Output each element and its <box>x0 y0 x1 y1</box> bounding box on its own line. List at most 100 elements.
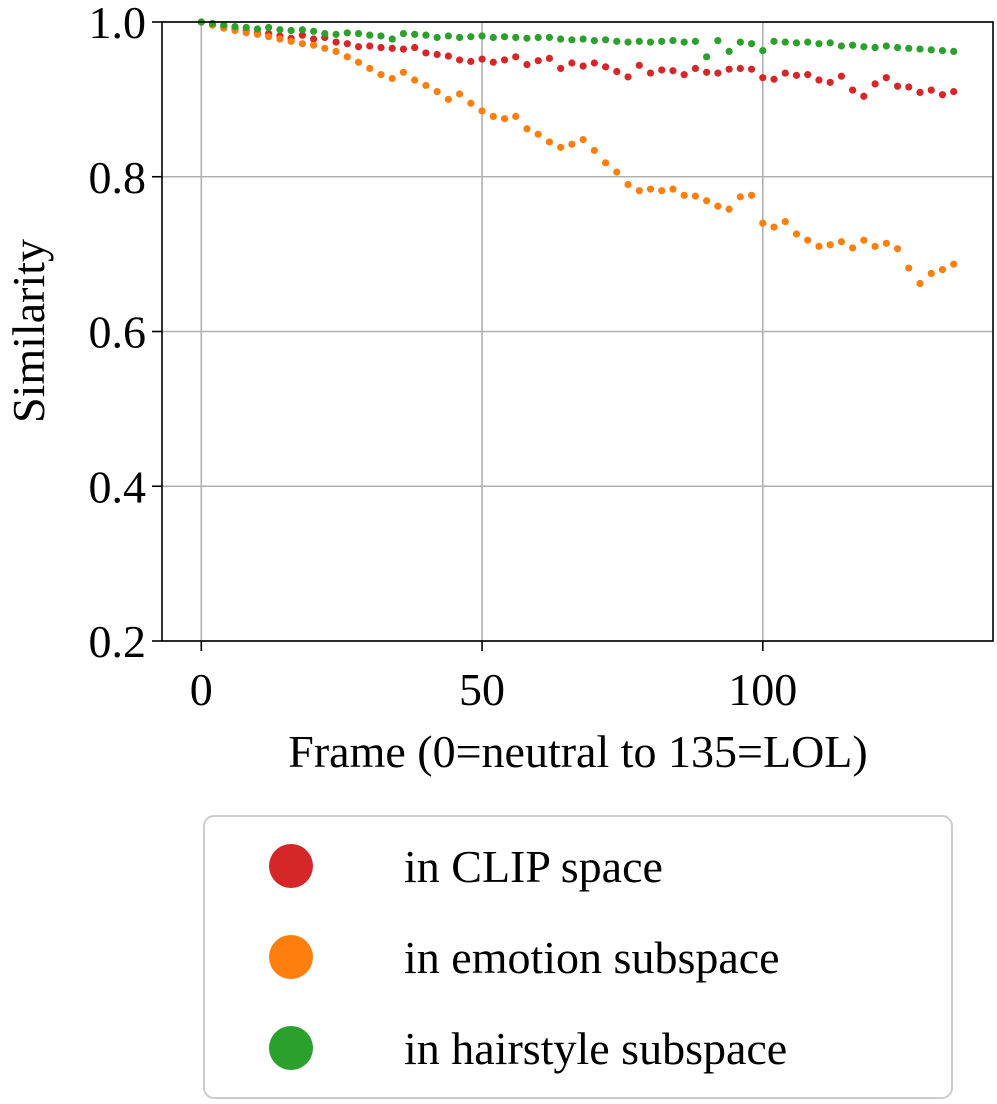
data-point <box>287 26 295 35</box>
data-point <box>276 35 284 43</box>
data-point <box>893 82 902 90</box>
data-point <box>500 56 509 64</box>
data-point <box>512 112 520 120</box>
data-point <box>646 185 655 193</box>
data-point <box>916 45 924 53</box>
y-tick-label: 1.0 <box>89 0 147 48</box>
data-point <box>399 45 408 53</box>
data-point <box>422 81 430 90</box>
data-point <box>444 32 452 40</box>
legend-label: in CLIP space <box>404 841 663 892</box>
data-point <box>714 202 722 210</box>
data-point <box>826 78 834 86</box>
data-point <box>208 19 217 28</box>
data-point <box>613 67 621 76</box>
data-point <box>467 33 475 41</box>
data-point <box>568 59 576 67</box>
data-point <box>893 43 902 52</box>
data-point <box>792 230 801 238</box>
data-point <box>871 43 879 52</box>
data-point <box>242 29 250 37</box>
data-point <box>500 33 509 41</box>
data-point <box>467 99 475 107</box>
data-point <box>658 37 666 45</box>
data-point <box>354 58 363 66</box>
data-point <box>343 53 351 61</box>
data-point <box>377 32 385 40</box>
data-point <box>770 37 778 45</box>
data-point <box>590 36 598 45</box>
data-point <box>770 223 778 231</box>
data-point <box>489 33 497 42</box>
data-point <box>287 37 295 45</box>
x-axis-label: Frame (0=neutral to 135=LOL) <box>288 726 867 777</box>
data-point <box>837 42 845 50</box>
data-point <box>792 71 801 79</box>
data-point <box>736 64 744 73</box>
grid-lines <box>162 21 993 642</box>
data-point <box>747 191 756 199</box>
data-point <box>568 36 576 44</box>
data-point <box>714 36 722 45</box>
data-point <box>658 66 666 74</box>
data-point <box>849 86 857 94</box>
data-point <box>523 34 531 42</box>
data-point <box>411 76 419 84</box>
data-point <box>512 53 520 61</box>
data-point <box>927 269 935 278</box>
data-point <box>916 279 924 288</box>
data-point <box>815 76 823 84</box>
data-point <box>938 266 947 274</box>
data-point <box>680 71 688 79</box>
data-point <box>478 32 486 40</box>
data-point <box>422 49 430 57</box>
data-point <box>938 91 947 99</box>
data-point <box>444 52 452 60</box>
y-tick-label: 0.8 <box>89 152 147 203</box>
data-point <box>321 44 329 52</box>
data-point <box>635 61 643 69</box>
data-point <box>265 23 273 32</box>
data-point <box>590 59 598 67</box>
data-point <box>950 88 958 96</box>
data-point <box>736 38 744 46</box>
data-point <box>545 54 554 62</box>
data-point <box>804 236 812 244</box>
data-point <box>860 92 868 100</box>
data-point <box>557 143 565 151</box>
data-point <box>411 43 419 52</box>
data-point <box>512 33 520 42</box>
data-point <box>231 23 239 31</box>
data-point <box>489 58 497 66</box>
data-point <box>871 242 879 250</box>
data-point <box>399 30 408 38</box>
legend-marker <box>269 1026 313 1070</box>
data-point <box>388 74 396 83</box>
data-point <box>736 193 744 201</box>
data-point <box>747 40 756 48</box>
data-point <box>837 72 845 80</box>
data-point <box>691 192 700 200</box>
series-3 <box>197 18 958 61</box>
data-point <box>568 140 576 148</box>
data-point <box>601 63 610 71</box>
data-point <box>725 65 733 73</box>
data-point <box>545 33 554 42</box>
data-point <box>770 75 778 83</box>
data-point <box>343 40 351 48</box>
data-point <box>669 36 677 45</box>
data-point <box>366 31 374 39</box>
data-point <box>332 38 340 46</box>
data-point <box>579 35 587 43</box>
x-tick-label: 100 <box>728 664 797 715</box>
data-point <box>938 47 947 55</box>
data-point <box>343 29 351 37</box>
data-point <box>646 69 655 77</box>
data-point <box>691 64 700 73</box>
data-point <box>455 33 464 42</box>
data-point <box>388 35 396 43</box>
data-point <box>871 80 879 88</box>
data-point <box>725 205 733 213</box>
data-point <box>601 159 610 167</box>
data-point <box>478 107 486 115</box>
